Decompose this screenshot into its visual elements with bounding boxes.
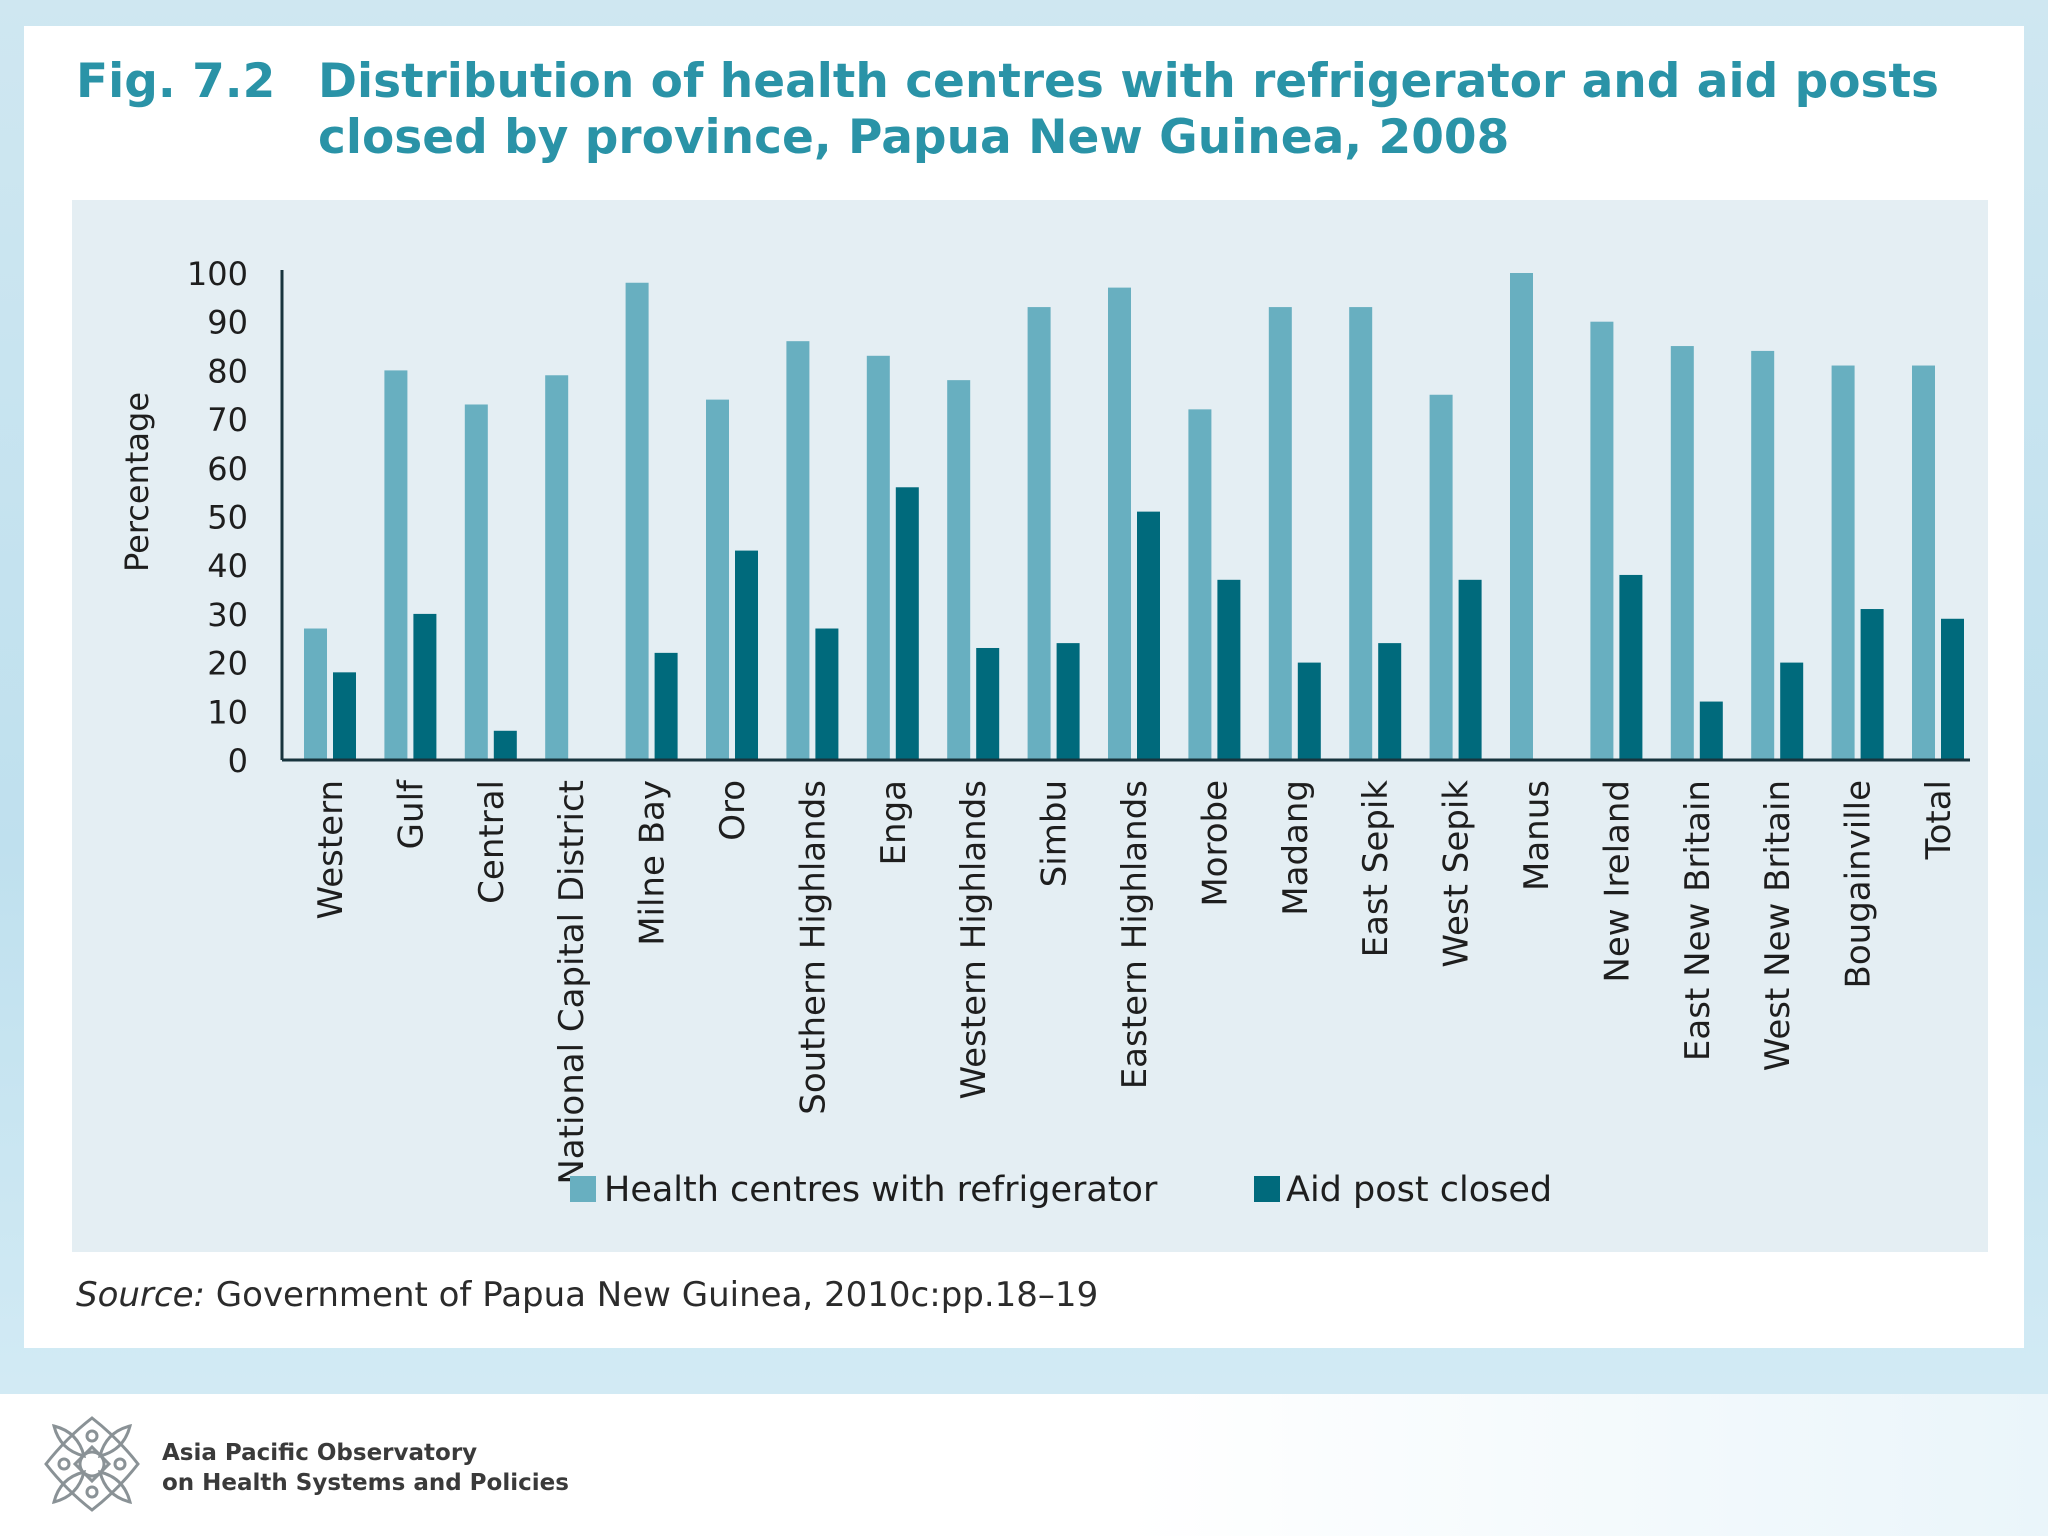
bar-aid-post-closed xyxy=(493,730,517,760)
x-tick-label: West New Britain xyxy=(1758,780,1798,1071)
bar-refrigerator xyxy=(1751,350,1775,760)
y-tick-label: 40 xyxy=(207,547,248,585)
bar-refrigerator xyxy=(1510,273,1533,760)
bar-refrigerator xyxy=(625,282,649,760)
bar-refrigerator xyxy=(706,399,729,760)
x-tick-label: Gulf xyxy=(391,779,431,849)
y-axis-label: Percentage xyxy=(118,392,156,572)
bar-refrigerator xyxy=(1349,307,1373,760)
bar-refrigerator xyxy=(866,355,890,760)
x-tick-label: West Sepik xyxy=(1437,780,1477,968)
organization-name-line1: Asia Pacific Observatory xyxy=(162,1440,478,1466)
bar-aid-post-closed xyxy=(1780,662,1804,760)
bar-aid-post-closed xyxy=(1056,643,1080,760)
source-label: Source: xyxy=(76,1275,205,1315)
y-tick-label: 60 xyxy=(207,450,248,488)
x-tick-label: Western Highlands xyxy=(954,780,994,1100)
legend-swatch-aid-post xyxy=(1254,1176,1280,1202)
legend: Health centres with refrigerator Aid pos… xyxy=(570,1170,1552,1210)
figure-number: Fig. 7.2 xyxy=(76,54,276,109)
organization-name: Asia Pacific Observatory on Health Syste… xyxy=(162,1438,569,1498)
y-tick-label: 30 xyxy=(207,596,248,634)
bar-refrigerator xyxy=(1108,287,1131,760)
organization-name-line2: on Health Systems and Policies xyxy=(162,1470,569,1496)
bar-refrigerator xyxy=(464,404,488,760)
source-text: Government of Papua New Guinea, 2010c:pp… xyxy=(204,1275,1099,1315)
legend-label-refrigerator: Health centres with refrigerator xyxy=(604,1170,1158,1210)
y-tick-label: 20 xyxy=(207,645,248,683)
bar-aid-post-closed xyxy=(735,550,758,760)
bar-aid-post-closed xyxy=(1699,701,1723,760)
bar-refrigerator xyxy=(1590,321,1614,760)
bar-refrigerator xyxy=(1429,394,1453,760)
bars xyxy=(304,273,1964,760)
source-note: Source: Government of Papua New Guinea, … xyxy=(76,1272,1098,1318)
x-tick-label: Enga xyxy=(874,780,914,865)
y-axis-ticks: 0 10 20 30 40 50 60 70 80 90 100 xyxy=(187,255,248,780)
bar-refrigerator xyxy=(1188,409,1212,760)
legend-label-aid-post: Aid post closed xyxy=(1286,1170,1552,1210)
bar-aid-post-closed xyxy=(654,652,678,760)
bar-refrigerator xyxy=(786,341,810,760)
bar-aid-post-closed xyxy=(1217,579,1241,760)
bar-refrigerator xyxy=(1027,307,1051,760)
bar-refrigerator xyxy=(1831,365,1855,760)
bar-aid-post-closed xyxy=(333,672,356,760)
x-tick-label: Bougainville xyxy=(1839,780,1879,988)
x-tick-label: Madang xyxy=(1276,780,1316,916)
bar-aid-post-closed xyxy=(1941,618,1964,760)
bar-aid-post-closed xyxy=(1458,579,1482,760)
y-tick-label: 70 xyxy=(207,401,248,439)
bar-aid-post-closed xyxy=(1378,643,1402,760)
x-tick-label: Milne Bay xyxy=(633,780,673,946)
x-tick-label: Eastern Highlands xyxy=(1115,780,1155,1089)
bar-aid-post-closed xyxy=(1860,609,1884,760)
figure-card: Fig. 7.2 Distribution of health centres … xyxy=(24,26,2024,1348)
page-footer: Asia Pacific Observatory on Health Syste… xyxy=(0,1394,2048,1536)
y-tick-label: 80 xyxy=(207,352,248,390)
bar-aid-post-closed xyxy=(976,647,1000,760)
bar-refrigerator xyxy=(1912,365,1935,760)
figure-title: Distribution of health centres with refr… xyxy=(318,54,1939,165)
x-tick-label: Simbu xyxy=(1035,780,1075,887)
bar-aid-post-closed xyxy=(895,487,919,760)
bar-refrigerator xyxy=(1670,346,1694,760)
y-tick-label: 50 xyxy=(207,499,248,537)
y-tick-label: 100 xyxy=(187,255,248,293)
bar-refrigerator xyxy=(545,375,569,760)
bar-refrigerator xyxy=(1268,307,1292,760)
x-axis-labels: Western Gulf Central National Capital Distr… xyxy=(311,779,1959,1185)
y-tick-label: 90 xyxy=(207,304,248,342)
bar-aid-post-closed xyxy=(1297,662,1321,760)
x-tick-label: Manus xyxy=(1517,780,1557,891)
x-tick-label: Total xyxy=(1919,780,1959,860)
x-tick-label: East Sepik xyxy=(1356,780,1396,958)
y-tick-label: 10 xyxy=(207,693,248,731)
bar-refrigerator xyxy=(384,370,408,760)
x-tick-label: Southern Highlands xyxy=(793,780,833,1115)
x-tick-label: East New Britain xyxy=(1678,780,1718,1061)
legend-swatch-refrigerator xyxy=(570,1176,596,1202)
bar-chart: 0 10 20 30 40 50 60 70 80 90 100 Western Gulf Centra… xyxy=(118,255,1970,1210)
chart-panel: 0 10 20 30 40 50 60 70 80 90 100 Western Gulf Centra… xyxy=(72,200,1988,1252)
bar-refrigerator xyxy=(304,628,327,760)
observatory-logo-icon xyxy=(44,1416,140,1512)
bar-aid-post-closed xyxy=(413,613,437,760)
x-tick-label: Morobe xyxy=(1195,780,1235,907)
x-tick-label: New Ireland xyxy=(1597,780,1637,983)
x-tick-label: Oro xyxy=(713,780,753,841)
x-tick-label: Western xyxy=(311,780,351,919)
x-tick-label: National Capital District xyxy=(552,780,592,1185)
bar-aid-post-closed xyxy=(1619,574,1643,760)
bar-aid-post-closed xyxy=(1137,511,1160,760)
y-tick-label: 0 xyxy=(228,742,248,780)
x-tick-label: Central xyxy=(472,780,512,904)
bar-refrigerator xyxy=(947,380,971,760)
bar-aid-post-closed xyxy=(815,628,839,760)
